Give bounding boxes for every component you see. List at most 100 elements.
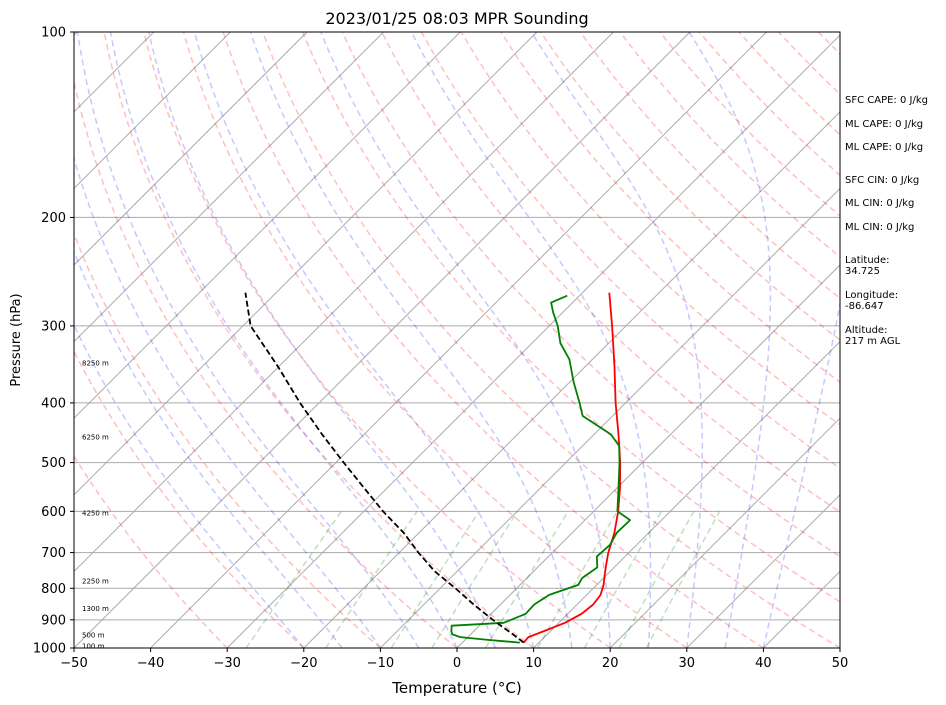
ml-cape-text-2: ML CAPE: 0 J/kg <box>845 142 924 153</box>
y-tick-label: 300 <box>41 319 66 334</box>
isotherm-line <box>533 340 840 648</box>
isotherm-line <box>380 187 840 648</box>
altitude-value: 217 m AGL <box>845 336 901 347</box>
mixing-ratio-line <box>484 510 569 648</box>
background-lines <box>0 32 840 648</box>
moist-adiabat <box>320 32 611 648</box>
moist-adiabat <box>688 32 772 648</box>
y-tick-label: 800 <box>41 582 66 597</box>
x-tick-label: −10 <box>367 656 394 671</box>
y-tick-label: 900 <box>41 613 66 628</box>
latitude-label: Latitude: <box>845 255 890 266</box>
y-tick-label: 1000 <box>33 642 66 657</box>
moist-adiabat <box>530 32 704 648</box>
mixing-ratio-line <box>390 510 480 648</box>
mixing-ratio-line <box>245 510 343 648</box>
mixing-ratio-line <box>583 510 663 648</box>
moist-adiabat <box>148 32 496 648</box>
dry-adiabat <box>262 32 840 648</box>
y-tick-label: 500 <box>41 456 66 471</box>
x-tick-label: 50 <box>832 656 849 671</box>
sfc-cin-text: SFC CIN: 0 J/kg <box>845 175 920 186</box>
isotherm-line <box>74 32 384 343</box>
longitude-value: -86.647 <box>845 301 884 312</box>
x-tick-label: 40 <box>755 656 772 671</box>
moist-adiabat <box>109 32 458 648</box>
y-tick-label: 600 <box>41 505 66 520</box>
isotherm-line <box>150 32 767 648</box>
x-tick-label: 0 <box>453 656 461 671</box>
dewpoint-line <box>450 294 631 644</box>
longitude-label: Longitude: <box>845 290 899 301</box>
dry-adiabat <box>222 32 764 648</box>
x-axis-label: Temperature (°C) <box>391 679 521 697</box>
x-tick-label: −20 <box>290 656 317 671</box>
isotherm-line <box>74 32 461 419</box>
moist-adiabat <box>74 249 343 648</box>
moist-adiabat <box>762 300 840 648</box>
x-tick-label: −50 <box>60 656 87 671</box>
mixing-ratio-line <box>645 510 721 648</box>
dry-adiabat <box>74 454 228 648</box>
isotherm-line <box>0 32 1 648</box>
x-tick-label: 10 <box>525 656 542 671</box>
latitude-value: 34.725 <box>845 266 880 277</box>
isotherm-line <box>303 111 840 648</box>
sounding-lines <box>244 292 631 644</box>
x-tick-label: −40 <box>137 656 164 671</box>
height-label: 8250 m <box>82 359 109 367</box>
height-label: 500 m <box>82 632 105 640</box>
isotherm-line <box>74 32 308 266</box>
isotherm-line <box>74 32 614 573</box>
dry-adiabat <box>103 32 535 648</box>
x-tick-label: −30 <box>213 656 240 671</box>
plot-frame <box>73 31 841 649</box>
isotherm-line <box>226 34 840 648</box>
height-label: 100 m <box>82 643 105 651</box>
height-label: 6250 m <box>82 433 109 441</box>
dry-adiabat <box>74 349 305 648</box>
y-tick-label: 400 <box>41 396 66 411</box>
y-tick-label: 100 <box>41 26 66 41</box>
isotherm-line <box>686 494 840 648</box>
ml-cin-text: ML CIN: 0 J/kg <box>845 198 915 209</box>
mixing-ratio-line <box>431 510 519 648</box>
height-labels: 100 m 500 m 1300 m 2250 m 4250 m 6250 m 8250 m <box>82 359 109 650</box>
isotherm-line <box>456 264 840 648</box>
moist-adiabat <box>193 32 535 648</box>
height-label: 1300 m <box>82 605 109 613</box>
dry-adiabat <box>579 32 840 300</box>
y-axis-label: Pressure (hPa) <box>9 293 24 386</box>
moist-adiabat <box>410 32 652 648</box>
isotherm-line <box>74 32 691 648</box>
isotherm-line <box>74 32 231 190</box>
height-label: 4250 m <box>82 510 109 518</box>
mixing-ratio-line <box>325 510 418 648</box>
moist-adiabat <box>249 32 573 648</box>
height-label: 2250 m <box>82 578 109 586</box>
dry-adiabat <box>182 32 688 648</box>
y-tick-label: 200 <box>41 211 66 226</box>
moist-adiabat <box>76 32 420 648</box>
y-axis: 1000 900 800 700 600 500 400 300 200 100 <box>33 26 74 657</box>
altitude-label: Altitude: <box>845 325 888 336</box>
ml-cape-text: ML CAPE: 0 J/kg <box>845 119 924 130</box>
isotherm-line <box>74 32 538 496</box>
x-tick-label: 30 <box>679 656 696 671</box>
x-axis: −50 −40 −30 −20 −10 0 10 20 30 40 50 <box>60 648 848 671</box>
dry-adiabat <box>74 79 458 648</box>
chart-title: 2023/01/25 08:03 MPR Sounding <box>325 9 588 28</box>
parcel-path-line <box>244 292 525 644</box>
x-tick-label: 20 <box>602 656 619 671</box>
temperature-line <box>523 292 622 644</box>
ml-cin-text-2: ML CIN: 0 J/kg <box>845 222 915 233</box>
isotherm-line <box>609 417 840 648</box>
sfc-cape-text: SFC CAPE: 0 J/kg <box>845 95 928 106</box>
y-tick-label: 700 <box>41 546 66 561</box>
moist-adiabat <box>74 155 382 648</box>
mixing-ratio-line <box>618 510 695 648</box>
dry-adiabat <box>74 231 381 648</box>
dry-adiabat <box>143 32 611 648</box>
mixing-ratio-line <box>536 510 618 648</box>
